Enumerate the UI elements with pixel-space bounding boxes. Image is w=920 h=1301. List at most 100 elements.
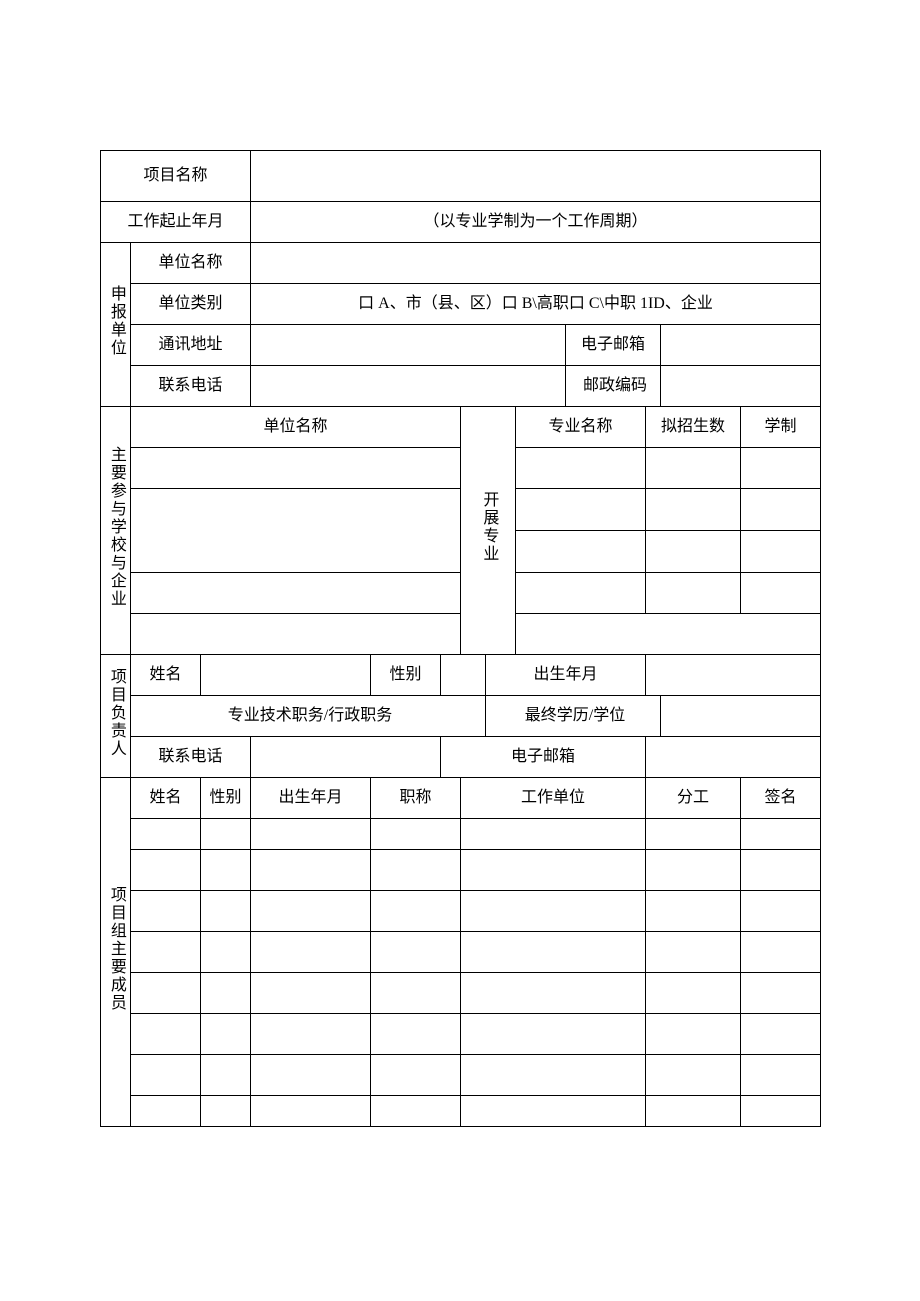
member-row-signature: [741, 1096, 821, 1127]
major-name-cell: [516, 448, 646, 489]
member-row-signature: [741, 932, 821, 973]
work-period-label: 工作起止年月: [101, 202, 251, 243]
member-row-workunit: [461, 891, 646, 932]
member-row-name: [131, 1055, 201, 1096]
leader-birth-value: [646, 655, 821, 696]
enroll-header: 拟招生数: [646, 407, 741, 448]
address-value: [251, 325, 566, 366]
major-name-cell: [516, 531, 646, 573]
member-row-role: [646, 819, 741, 850]
participant-unit-row: [131, 614, 461, 655]
leader-edu-value: [661, 696, 821, 737]
member-row-role: [646, 891, 741, 932]
work-period-hint: （以专业学制为一个工作周期）: [251, 202, 821, 243]
postcode-label: 邮政编码: [566, 366, 661, 407]
members-side: 项目组主要成员: [101, 778, 131, 1127]
member-row-birth: [251, 819, 371, 850]
major-name-cell: [516, 573, 646, 614]
leader-phone-label: 联系电话: [131, 737, 251, 778]
duration-cell: [741, 448, 821, 489]
member-row-birth: [251, 850, 371, 891]
leader-gender-label: 性别: [371, 655, 441, 696]
postcode-value: [661, 366, 821, 407]
member-row-title: [371, 891, 461, 932]
member-row-signature: [741, 1055, 821, 1096]
member-row-birth: [251, 1096, 371, 1127]
unit-type-options: 口 A、市（县、区）口 B\高职口 C\中职 1ID、企业: [251, 284, 821, 325]
member-row-role: [646, 932, 741, 973]
member-row-title: [371, 1096, 461, 1127]
leader-name-value: [201, 655, 371, 696]
member-row-birth: [251, 973, 371, 1014]
leader-side: 项目负责人: [101, 655, 131, 778]
project-name-value: [251, 151, 821, 202]
member-row-workunit: [461, 819, 646, 850]
participant-unit-row: [131, 573, 461, 614]
member-row-role: [646, 1014, 741, 1055]
member-row-workunit: [461, 973, 646, 1014]
major-name-header: 专业名称: [516, 407, 646, 448]
unit-name-value: [251, 243, 821, 284]
member-row-gender: [201, 973, 251, 1014]
member-row-birth: [251, 1014, 371, 1055]
enroll-cell: [646, 573, 741, 614]
phone-value: [251, 366, 566, 407]
major-side-label: 开展专业: [461, 407, 516, 655]
participants-side: 主要参与学校与企业: [101, 407, 131, 655]
member-row-name: [131, 1096, 201, 1127]
leader-email-value: [646, 737, 821, 778]
participants-unitname-header: 单位名称: [131, 407, 461, 448]
members-name-header: 姓名: [131, 778, 201, 819]
member-row-birth: [251, 1055, 371, 1096]
leader-title-label: 专业技术职务/行政职务: [131, 696, 486, 737]
enroll-cell: [646, 531, 741, 573]
member-row-role: [646, 1055, 741, 1096]
member-row-name: [131, 850, 201, 891]
member-row-signature: [741, 850, 821, 891]
unit-type-label: 单位类别: [131, 284, 251, 325]
project-name-label: 项目名称: [101, 151, 251, 202]
member-row-signature: [741, 1014, 821, 1055]
email-value: [661, 325, 821, 366]
member-row-workunit: [461, 1055, 646, 1096]
members-signature-header: 签名: [741, 778, 821, 819]
member-row-birth: [251, 891, 371, 932]
member-row-role: [646, 973, 741, 1014]
duration-cell: [741, 531, 821, 573]
member-row-workunit: [461, 850, 646, 891]
enroll-cell: [646, 489, 741, 531]
member-row-name: [131, 819, 201, 850]
member-row-gender: [201, 1055, 251, 1096]
participant-unit-row: [131, 489, 461, 573]
member-row-gender: [201, 819, 251, 850]
member-row-gender: [201, 1014, 251, 1055]
member-row-birth: [251, 932, 371, 973]
member-row-role: [646, 850, 741, 891]
application-form-table: 项目名称 工作起止年月 （以专业学制为一个工作周期） 申报单位 单位名称 单位类…: [100, 150, 821, 1127]
members-birth-header: 出生年月: [251, 778, 371, 819]
member-row-gender: [201, 1096, 251, 1127]
email-label: 电子邮箱: [566, 325, 661, 366]
leader-gender-value: [441, 655, 486, 696]
duration-cell: [741, 489, 821, 531]
member-row-title: [371, 1055, 461, 1096]
member-row-workunit: [461, 932, 646, 973]
member-row-gender: [201, 850, 251, 891]
member-row-title: [371, 1014, 461, 1055]
member-row-name: [131, 932, 201, 973]
duration-header: 学制: [741, 407, 821, 448]
member-row-gender: [201, 932, 251, 973]
member-row-signature: [741, 891, 821, 932]
members-gender-header: 性别: [201, 778, 251, 819]
leader-phone-value: [251, 737, 441, 778]
major-row-last: [516, 614, 821, 655]
unit-name-label: 单位名称: [131, 243, 251, 284]
phone-label: 联系电话: [131, 366, 251, 407]
member-row-name: [131, 973, 201, 1014]
members-role-header: 分工: [646, 778, 741, 819]
member-row-title: [371, 973, 461, 1014]
member-row-role: [646, 1096, 741, 1127]
member-row-signature: [741, 819, 821, 850]
member-row-title: [371, 850, 461, 891]
member-row-workunit: [461, 1096, 646, 1127]
